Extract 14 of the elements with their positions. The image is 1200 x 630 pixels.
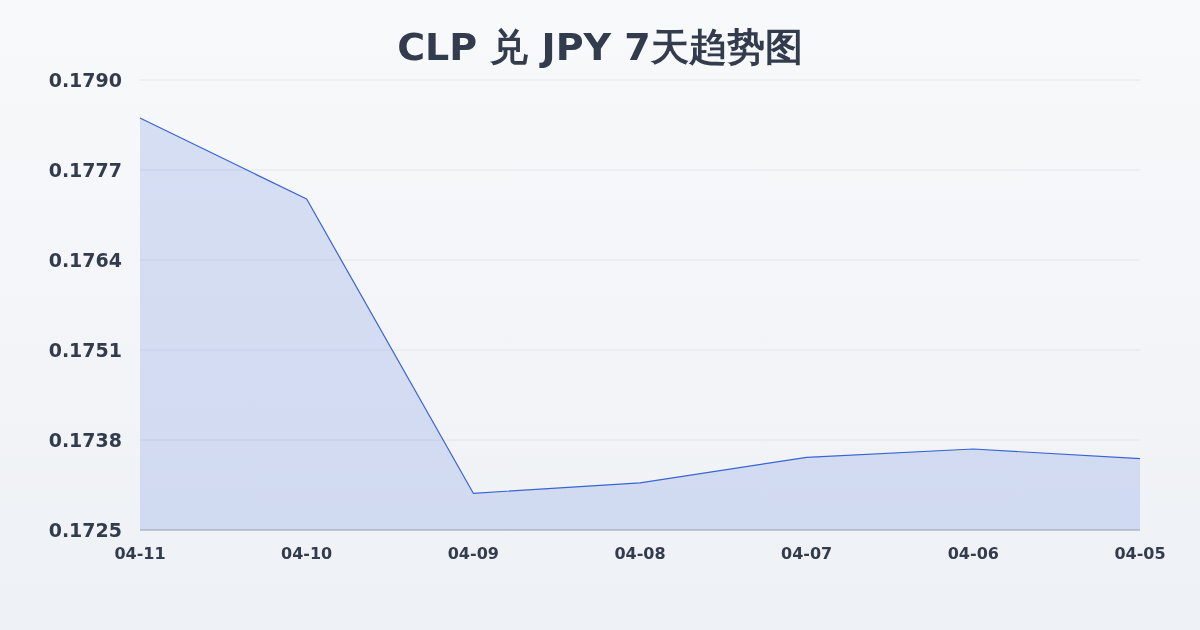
y-tick-label: 0.1725 <box>48 519 122 541</box>
x-tick-label: 04-06 <box>947 544 999 563</box>
y-tick-label: 0.1738 <box>48 429 122 451</box>
x-tick-label: 04-08 <box>614 544 666 563</box>
x-tick-label: 04-11 <box>114 544 166 563</box>
y-tick-label: 0.1777 <box>48 159 122 181</box>
x-tick-label: 04-10 <box>281 544 333 563</box>
y-tick-label: 0.1764 <box>48 249 122 271</box>
chart-title: CLP 兑 JPY 7天趋势图 <box>397 25 803 69</box>
y-tick-label: 0.1751 <box>48 339 122 361</box>
x-tick-label: 04-07 <box>781 544 833 563</box>
x-tick-label: 04-09 <box>447 544 499 563</box>
y-tick-label: 0.1790 <box>48 69 122 91</box>
x-tick-label: 04-05 <box>1114 544 1166 563</box>
